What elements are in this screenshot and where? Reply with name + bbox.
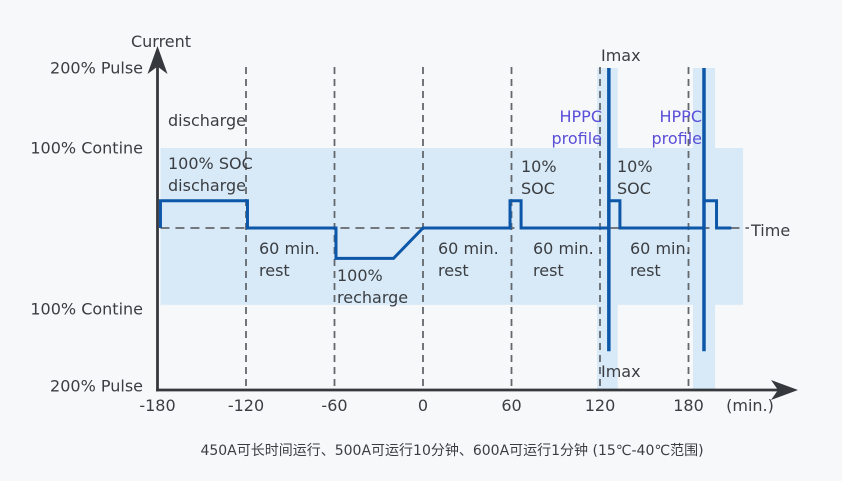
chart-caption: 450A可长时间运行、500A可运行10分钟、600A可运行1分钟 (15℃-4… (200, 443, 704, 459)
x-axis-arrow-icon (771, 380, 798, 400)
y-axis-arrow-icon (147, 46, 168, 74)
continuous-current-band (160, 148, 744, 305)
